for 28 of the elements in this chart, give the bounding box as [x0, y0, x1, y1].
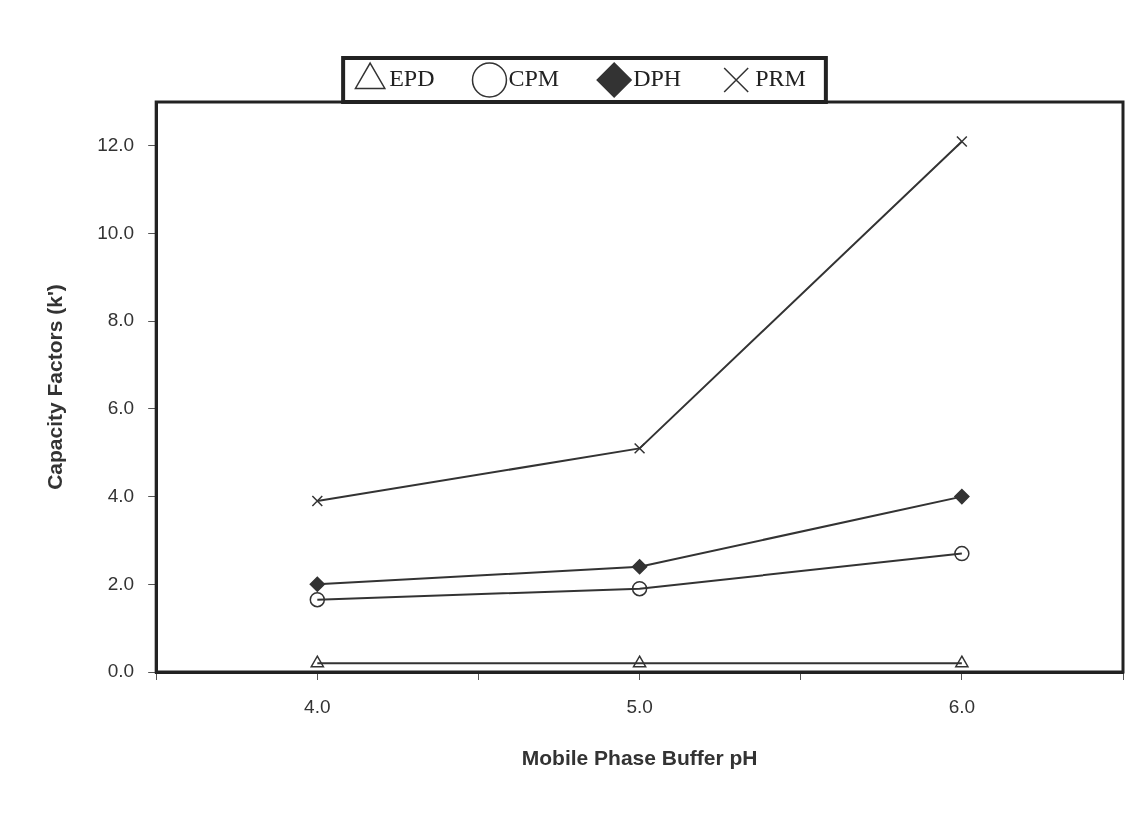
y-tick-label: 4.0: [107, 484, 135, 506]
point: [310, 655, 325, 668]
y-axis-title: Capacity Factors (k'): [43, 284, 67, 490]
x-tick-label: 4.0: [304, 695, 331, 717]
point: [955, 655, 969, 668]
y-tick-label: 0.0: [107, 660, 135, 682]
point: [956, 135, 968, 148]
legend-label: PRM: [755, 65, 806, 92]
y-tick-label: 2.0: [107, 572, 135, 594]
legend-label: EPD: [389, 65, 435, 92]
point: [309, 576, 326, 593]
x-tick-label: 6.0: [948, 695, 976, 717]
y-tick-label: 8.0: [107, 309, 135, 331]
point: [309, 591, 326, 608]
point: [631, 559, 648, 575]
y-tick-label: 12.0: [97, 134, 135, 156]
point: [311, 495, 324, 507]
point: [632, 655, 647, 668]
point: [954, 545, 970, 562]
point: [631, 580, 648, 597]
point: [954, 488, 970, 505]
legend-label: DPH: [633, 65, 682, 92]
x-axis-title: Mobile Phase Buffer pH: [521, 746, 758, 770]
y-tick-label: 10.0: [97, 221, 135, 243]
legend-label: CPM: [508, 65, 560, 92]
point: [633, 442, 646, 455]
x-tick-label: 5.0: [626, 695, 653, 717]
y-tick-label: 6.0: [107, 397, 135, 419]
